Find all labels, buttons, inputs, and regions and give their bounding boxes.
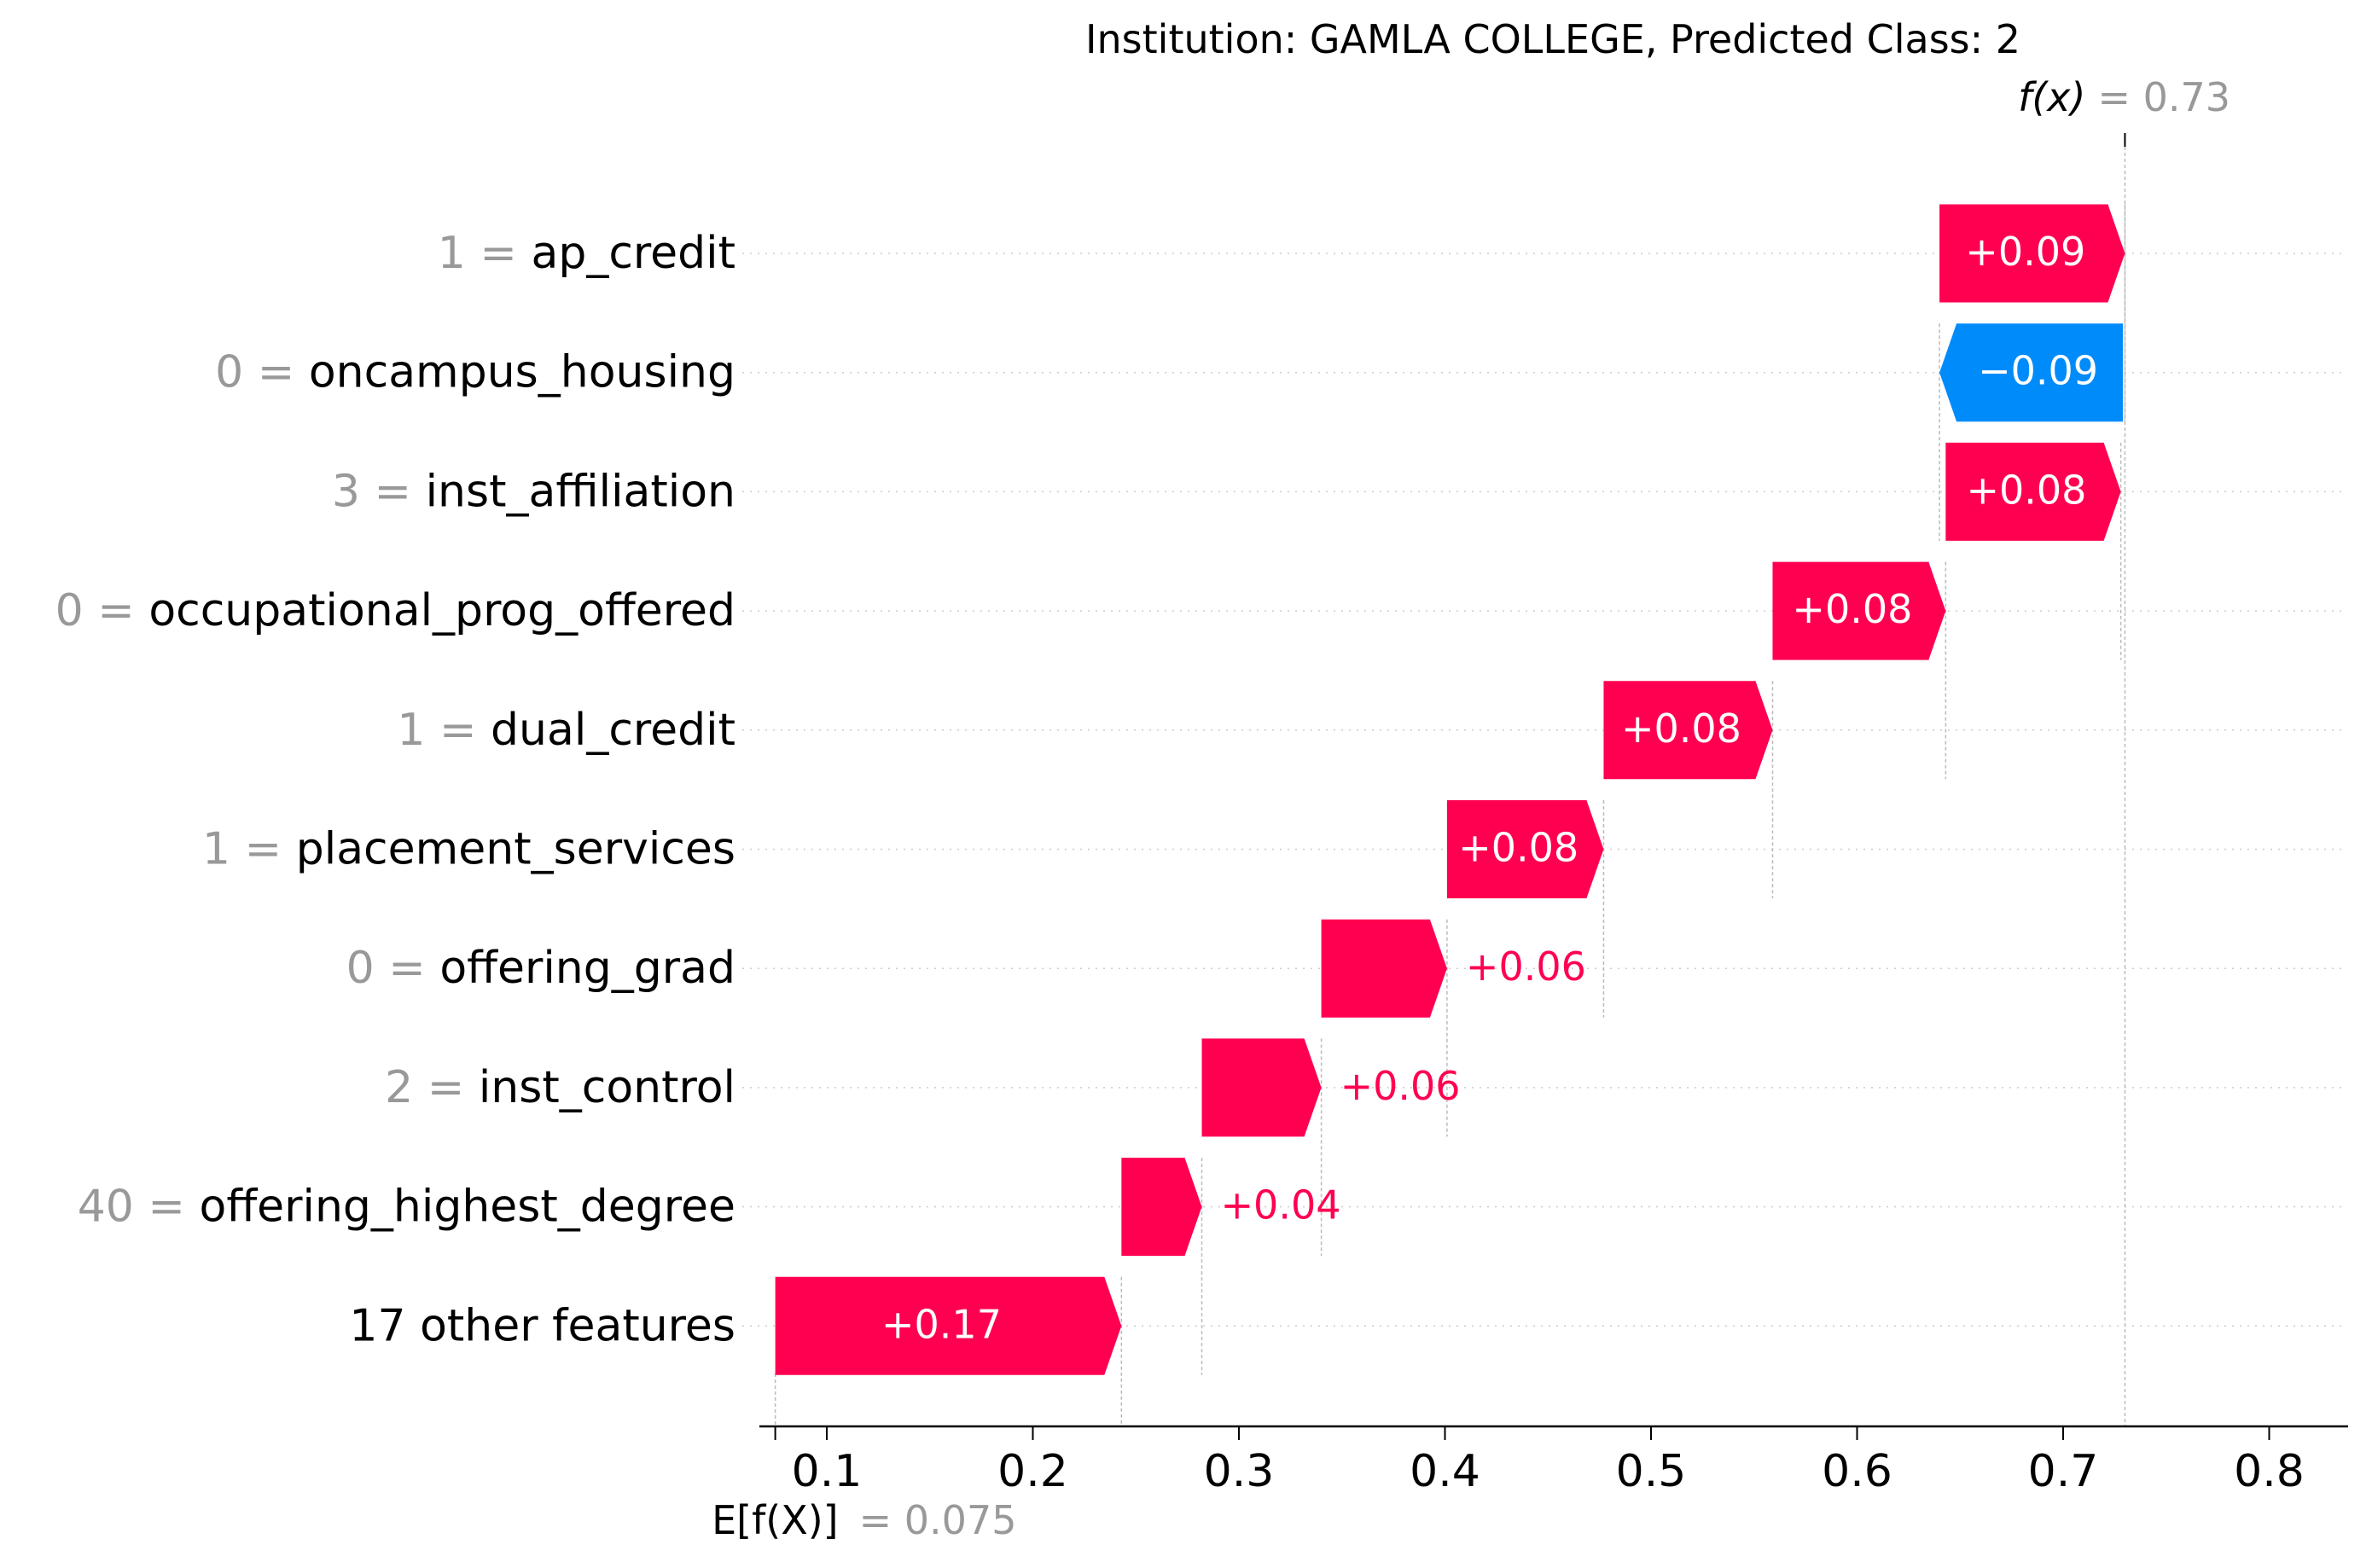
feature-name: placement_services (296, 824, 735, 875)
contribution-label: +0.08 (1792, 586, 1912, 632)
x-tick-label: 0.5 (1616, 1446, 1687, 1497)
base-value-name: E[f(X)] (712, 1497, 839, 1543)
positive-contribution-bar (1603, 681, 1773, 780)
feature-label: 1 = ap_credit (438, 228, 735, 279)
contribution-label: +0.04 (1221, 1182, 1341, 1228)
feature-value: 0 = (346, 943, 440, 994)
feature-label: 0 = occupational_prog_offered (55, 585, 735, 636)
base-value-label: E[f(X)] = 0.075 (712, 1497, 1016, 1543)
feature-value: 3 = (332, 466, 426, 517)
output-value-text: = 0.73 (2097, 74, 2230, 120)
feature-name: 17 other features (349, 1300, 735, 1351)
positive-contribution-bar (775, 1276, 1122, 1375)
x-tick-label: 0.7 (2028, 1446, 2099, 1497)
contribution-label: +0.08 (1966, 467, 2086, 513)
contribution-label: −0.09 (1978, 348, 2098, 394)
x-tick-label: 0.6 (1822, 1446, 1892, 1497)
feature-name: occupational_prog_offered (148, 585, 735, 636)
feature-value: 1 = (438, 228, 532, 279)
output-value-name: f(x) (2018, 74, 2085, 120)
feature-label: 1 = dual_credit (397, 705, 735, 756)
positive-contribution-bar (1772, 561, 1946, 660)
contribution-label: +0.08 (1621, 706, 1741, 752)
negative-contribution-bar (1939, 323, 2124, 422)
positive-contribution-bar (1121, 1158, 1202, 1257)
contribution-label: +0.08 (1458, 825, 1578, 871)
x-tick-label: 0.1 (792, 1446, 863, 1497)
output-value-label: f(x) = 0.73 (2018, 74, 2230, 120)
positive-contribution-bar (1446, 800, 1604, 898)
feature-label: 17 other features (349, 1300, 735, 1351)
feature-value: 0 = (215, 347, 309, 398)
contribution-label: +0.09 (1965, 229, 2085, 275)
feature-name: offering_grad (439, 943, 735, 994)
contribution-bars: +0.09 −0.09 +0.08 +0.08 +0.08 +0.08 +0.06 +0.06… (775, 204, 2125, 1375)
contribution-label: +0.17 (881, 1301, 1002, 1347)
base-value-text: = 0.075 (859, 1497, 1017, 1543)
feature-name: ap_credit (531, 228, 735, 279)
x-tick-label: 0.8 (2234, 1446, 2305, 1497)
positive-contribution-bar (1201, 1038, 1322, 1137)
x-tick-label: 0.4 (1410, 1446, 1480, 1497)
x-axis: 0.1 0.2 0.3 0.4 0.5 0.6 0.7 0.8 (759, 1425, 2348, 1497)
feature-label: 2 = inst_control (385, 1062, 735, 1113)
connector-lines (774, 133, 2126, 1426)
contribution-label: +0.06 (1340, 1063, 1461, 1109)
feature-value: 1 = (397, 705, 491, 756)
feature-label: 40 = offering_highest_degree (78, 1182, 735, 1233)
feature-label: 0 = offering_grad (346, 943, 735, 994)
chart-title: Institution: GAMLA COLLEGE, Predicted Cl… (1085, 16, 2020, 62)
x-tick-label: 0.2 (997, 1446, 1068, 1497)
feature-value: 2 = (385, 1062, 479, 1113)
feature-name: offering_highest_degree (200, 1182, 736, 1233)
feature-name: dual_credit (491, 705, 735, 756)
feature-name: oncampus_housing (309, 347, 735, 398)
positive-contribution-bar (1939, 204, 2125, 303)
feature-labels: 1 = ap_credit 0 = oncampus_housing 3 = ins… (55, 228, 735, 1351)
feature-name: inst_affiliation (426, 466, 735, 517)
x-tick-label: 0.3 (1204, 1446, 1275, 1497)
contribution-label: +0.06 (1466, 944, 1586, 990)
feature-value: 1 = (202, 824, 296, 875)
feature-label: 0 = oncampus_housing (215, 347, 735, 398)
feature-label: 3 = inst_affiliation (332, 466, 735, 517)
positive-contribution-bar (1321, 919, 1447, 1018)
feature-label: 1 = placement_services (202, 824, 735, 875)
feature-value: 0 = (55, 585, 149, 636)
positive-contribution-bar (1945, 442, 2121, 541)
feature-value: 40 = (78, 1182, 200, 1233)
feature-name: inst_control (479, 1062, 735, 1113)
